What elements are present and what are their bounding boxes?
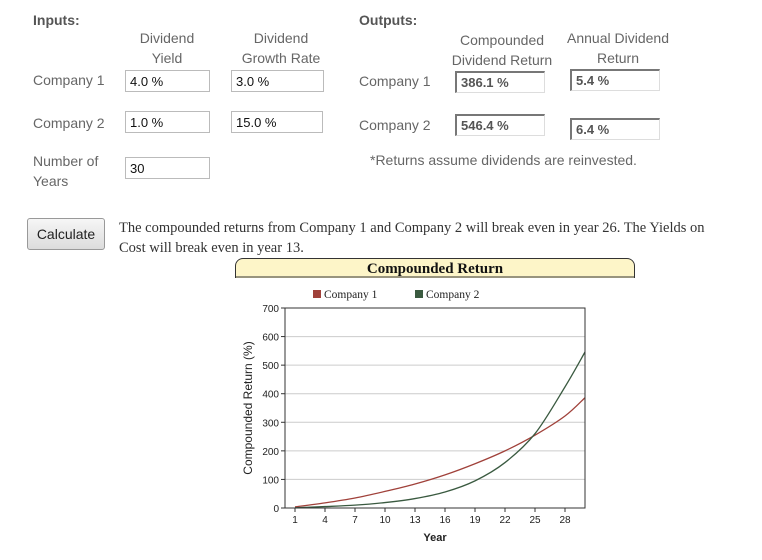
x-tick-label: 19 xyxy=(469,515,481,526)
compounded-return-column-header: Compounded Dividend Return xyxy=(446,30,558,70)
x-tick-label: 4 xyxy=(322,515,328,526)
message-line: The compounded returns from Company 1 an… xyxy=(119,220,705,236)
chart-ticks: 0 100 200 300 400 500 600 700 1 4 7 10 13 16 19 22 25 28 xyxy=(262,304,571,526)
company1-annual-output: 5.4 % xyxy=(570,69,660,91)
label-line: Years xyxy=(33,173,69,189)
company1-growth-input[interactable] xyxy=(231,70,324,92)
company2-annual-output: 6.4 % xyxy=(570,118,660,140)
header-line: Growth Rate xyxy=(241,50,321,66)
header-line: Dividend xyxy=(253,30,309,46)
company1-compounded-output: 386.1 % xyxy=(455,71,545,93)
x-tick-label: 28 xyxy=(559,515,571,526)
y-tick-label: 300 xyxy=(262,418,279,429)
outputs-heading: Outputs: xyxy=(359,12,418,28)
inputs-heading: Inputs: xyxy=(33,12,80,28)
label-line: Number of xyxy=(33,153,99,169)
company2-yield-input[interactable] xyxy=(125,111,210,133)
x-tick-label: 25 xyxy=(529,515,541,526)
x-tick-label: 22 xyxy=(499,515,511,526)
company1-output-label: Company 1 xyxy=(359,73,431,89)
series-line-company1 xyxy=(294,397,586,508)
company1-input-label: Company 1 xyxy=(33,72,105,88)
annual-return-column-header: Annual Dividend Return xyxy=(562,28,674,68)
y-tick-label: 100 xyxy=(262,475,279,486)
header-line: Yield xyxy=(151,50,183,66)
x-tick-label: 7 xyxy=(352,515,358,526)
company2-growth-input[interactable] xyxy=(231,111,323,133)
header-line: Compounded xyxy=(459,32,545,48)
calculate-button[interactable]: Calculate xyxy=(27,218,105,250)
chart-grid xyxy=(285,336,585,480)
message-line: Cost will break even in year 13. xyxy=(119,240,304,256)
result-message: The compounded returns from Company 1 an… xyxy=(119,218,719,258)
x-tick-label: 1 xyxy=(292,515,298,526)
x-axis-label: Year xyxy=(423,532,447,544)
y-tick-label: 600 xyxy=(262,333,279,344)
plot-frame xyxy=(284,307,586,509)
reinvestment-note: *Returns assume dividends are reinvested… xyxy=(370,152,637,168)
y-tick-label: 0 xyxy=(273,504,279,515)
chart-title: Compounded Return xyxy=(235,258,635,278)
y-tick-label: 400 xyxy=(262,390,279,401)
header-line: Annual Dividend xyxy=(567,30,669,46)
x-tick-label: 10 xyxy=(379,515,391,526)
number-of-years-label: Number of Years xyxy=(33,151,98,191)
legend-label-company1: Company 1 xyxy=(324,289,378,301)
dividend-yield-column-header: Dividend Yield xyxy=(124,28,210,68)
legend-swatch-company2 xyxy=(415,290,423,298)
header-line: Return xyxy=(596,50,640,66)
legend-swatch-company1 xyxy=(313,290,321,298)
company1-yield-input[interactable] xyxy=(125,70,210,92)
company2-input-label: Company 2 xyxy=(33,115,105,131)
number-of-years-input[interactable] xyxy=(125,157,210,179)
header-line: Dividend xyxy=(139,30,195,46)
x-tick-label: 13 xyxy=(409,515,421,526)
chart-legend: Company 1 Company 2 xyxy=(313,289,480,301)
y-tick-label: 200 xyxy=(262,447,279,458)
company2-compounded-output: 546.4 % xyxy=(455,114,545,136)
y-tick-label: 700 xyxy=(262,304,279,315)
dividend-growth-column-header: Dividend Growth Rate xyxy=(226,28,336,68)
chart-series xyxy=(294,351,586,509)
x-tick-label: 16 xyxy=(439,515,451,526)
y-tick-label: 500 xyxy=(262,361,279,372)
legend-label-company2: Company 2 xyxy=(426,289,480,301)
y-axis-label: Compounded Return (%) xyxy=(241,341,255,474)
series-line-company2 xyxy=(294,351,586,509)
header-line: Dividend Return xyxy=(451,52,553,68)
company2-output-label: Company 2 xyxy=(359,117,431,133)
